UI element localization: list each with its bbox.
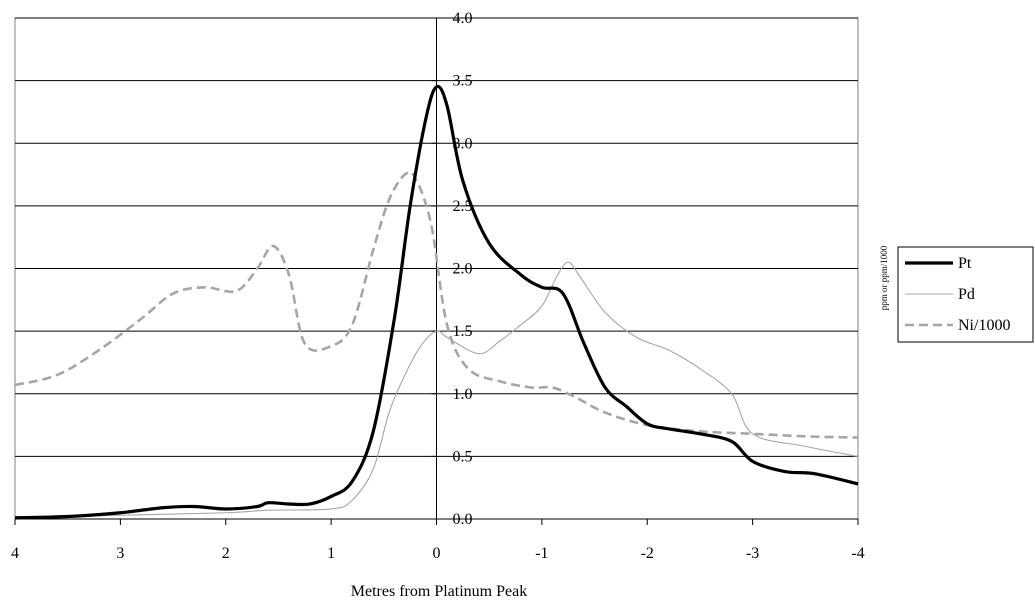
x-tick-label: -3 <box>746 545 759 562</box>
series-lines <box>14 84 859 520</box>
series-line-pd <box>14 261 859 519</box>
y-tick-label: 4.0 <box>453 10 473 27</box>
x-tick-label: -2 <box>641 545 654 562</box>
y-tick-label: 3.5 <box>453 73 473 90</box>
legend-label: Pd <box>958 286 975 303</box>
series-line-ni-1000 <box>14 170 859 439</box>
axes <box>14 17 859 525</box>
y-tick-label: 2.0 <box>453 261 473 278</box>
x-tick-label: 1 <box>327 545 335 562</box>
x-tick-label: -1 <box>535 545 548 562</box>
y-axis-label: ppm or ppm/1000 <box>879 245 889 310</box>
x-tick-label: -4 <box>851 545 864 562</box>
series-line-pt <box>14 84 859 520</box>
y-tick-label: 0.0 <box>453 511 473 528</box>
y-tick-label: 1.0 <box>453 386 473 403</box>
y-tick-label: 2.5 <box>453 198 473 215</box>
legend-label: Ni/1000 <box>958 317 1010 334</box>
legend: Pt Pd Ni/1000 <box>897 246 1034 343</box>
x-tick-label: 2 <box>222 545 230 562</box>
x-axis-label: Metres from Platinum Peak <box>351 583 527 600</box>
legend-label: Pt <box>958 255 972 272</box>
y-tick-label: 0.5 <box>453 448 473 465</box>
y-tick-label: 3.0 <box>453 135 473 152</box>
x-tick-label: 4 <box>11 545 19 562</box>
tick-labels: 0.0 0.5 1.0 1.5 2.0 2.5 3.0 3.5 4.0 4 3 2 1 0 -1 -2 -3 -4 <box>11 10 865 562</box>
x-tick-label: 0 <box>433 545 441 562</box>
y-tick-label: 1.5 <box>453 323 473 340</box>
x-tick-label: 3 <box>116 545 124 562</box>
